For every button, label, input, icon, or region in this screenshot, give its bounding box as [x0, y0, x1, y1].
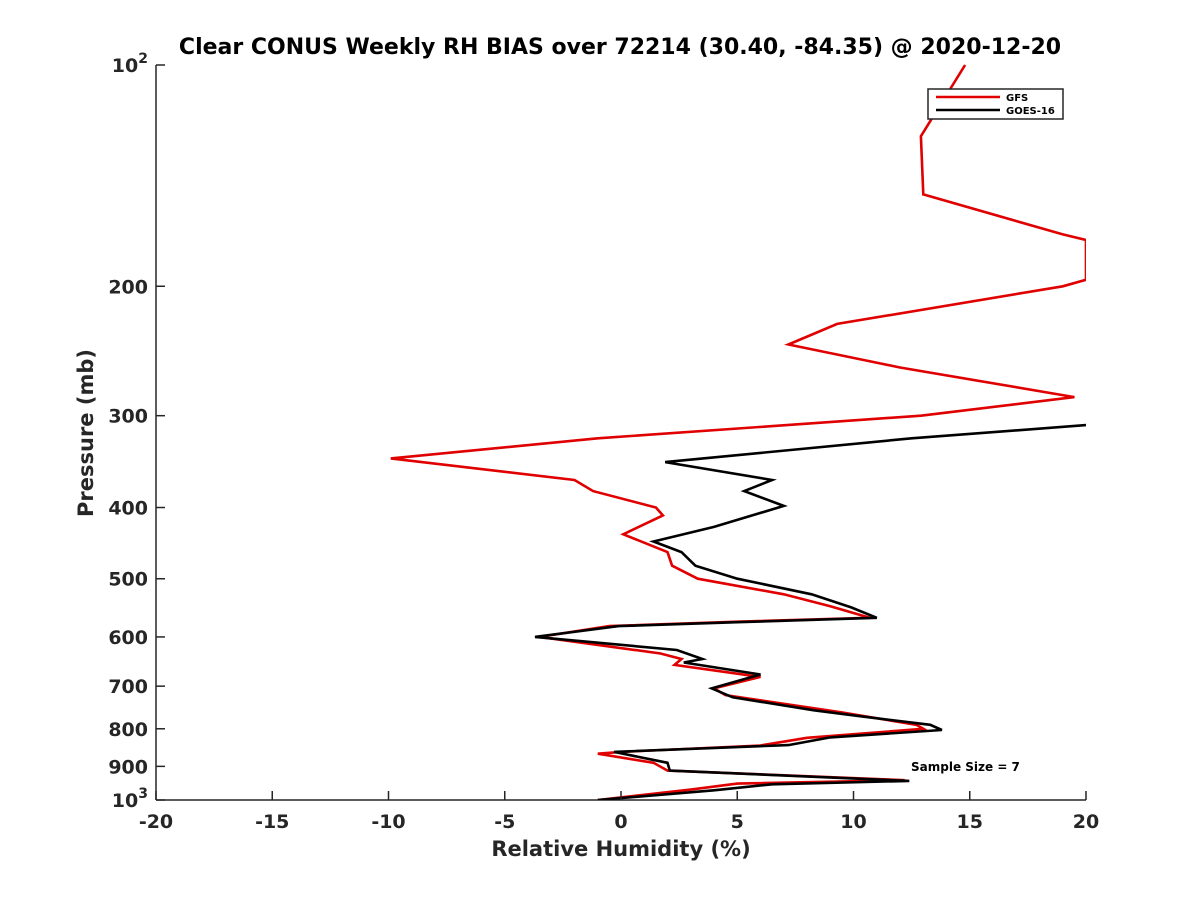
legend-label-goes16: GOES-16: [1006, 106, 1055, 117]
y-tick-label: 600: [108, 627, 148, 649]
y-tick-label: 200: [108, 276, 148, 298]
y-tick-label: 103: [112, 786, 148, 812]
y-tick-label: 900: [108, 756, 148, 778]
y-tick-label: 800: [108, 719, 148, 741]
y-axis-label: Pressure (mb): [74, 349, 98, 517]
series-line-goes16: [534, 423, 1086, 800]
x-axis-label: Relative Humidity (%): [491, 837, 750, 861]
y-tick-label: 700: [108, 676, 148, 698]
y-tick-label: 102: [112, 51, 148, 77]
y-tick-label: 400: [108, 498, 148, 520]
y-tick-label: 300: [108, 406, 148, 428]
chart-title: Clear CONUS Weekly RH BIAS over 72214 (3…: [179, 35, 1061, 60]
x-tick-label: 20: [1073, 811, 1099, 833]
x-tick-label: -15: [255, 811, 289, 833]
series-layer: [390, 64, 1086, 800]
x-tick-label: 0: [614, 811, 627, 833]
y-axis-ticks: 102 200 300 400 500 600 700 800 900 103: [108, 51, 165, 812]
plot-area: [155, 64, 1086, 801]
x-tick-label: -5: [494, 811, 515, 833]
x-tick-label: 10: [840, 811, 866, 833]
x-axis-ticks: -20 -15 -10 -5 0 5 10 15 20: [139, 791, 1099, 833]
legend-label-gfs: GFS: [1006, 93, 1028, 104]
legend: GFS GOES-16: [927, 88, 1064, 120]
x-tick-label: 5: [731, 811, 744, 833]
legend-box: [927, 88, 1064, 120]
x-tick-label: -10: [371, 811, 405, 833]
y-tick-label: 500: [108, 569, 148, 591]
x-tick-label: 15: [957, 811, 983, 833]
x-tick-label: -20: [139, 811, 173, 833]
sample-size-annotation: Sample Size = 7: [911, 760, 1020, 774]
